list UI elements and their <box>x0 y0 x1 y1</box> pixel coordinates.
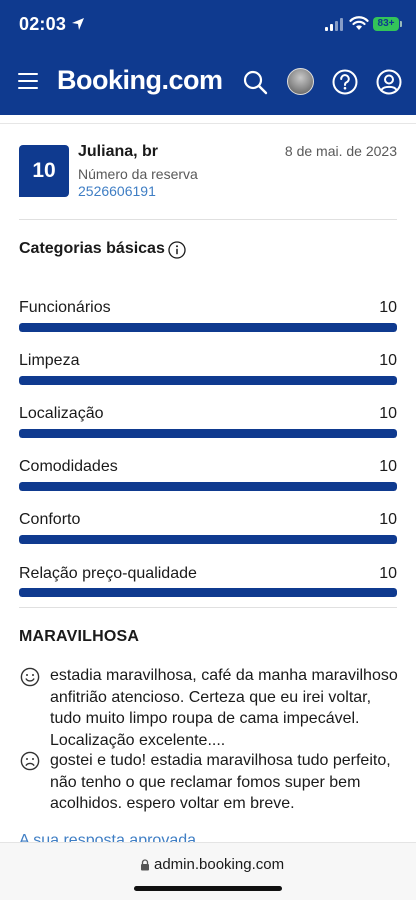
review-headline: MARAVILHOSA <box>19 628 140 645</box>
category-bar <box>19 535 397 544</box>
category-bar-fill <box>19 535 397 544</box>
review-negative-text: gostei e tudo! estadia maravilhosa tudo … <box>50 752 391 812</box>
category-bar <box>19 429 397 438</box>
review-date: 8 de mai. de 2023 <box>284 143 397 159</box>
category-score: 10 <box>379 352 397 369</box>
category-score: 10 <box>379 565 397 582</box>
wifi-icon <box>349 16 369 30</box>
reservation-label: Número da reserva <box>78 166 198 182</box>
header-divider <box>0 123 416 124</box>
battery-indicator: 83+ <box>373 17 399 31</box>
section-divider <box>19 219 397 220</box>
category-label: Comodidades <box>19 458 118 475</box>
category-bar <box>19 588 397 597</box>
reservation-number-link[interactable]: 2526606191 <box>78 183 156 199</box>
app-header: 02:03 83+ Booking.com <box>0 0 416 115</box>
category-label: Relação preço-qualidade <box>19 565 197 582</box>
info-icon[interactable] <box>168 241 186 259</box>
reviewer-name: Juliana, br <box>78 143 159 160</box>
menu-icon[interactable] <box>18 73 38 89</box>
smiley-face-icon <box>20 667 40 687</box>
category-label: Limpeza <box>19 352 80 369</box>
category-score: 10 <box>379 511 397 528</box>
category-score: 10 <box>379 299 397 316</box>
category-bar-fill <box>19 376 397 385</box>
category-score: 10 <box>379 458 397 475</box>
help-icon[interactable] <box>332 69 358 95</box>
category-bar <box>19 482 397 491</box>
category-label: Funcionários <box>19 299 111 316</box>
search-icon[interactable] <box>242 69 268 95</box>
lock-icon <box>141 859 149 871</box>
battery-tip <box>400 21 402 27</box>
category-score: 10 <box>379 405 397 422</box>
category-bar-fill <box>19 588 397 597</box>
category-bar-fill <box>19 323 397 332</box>
property-avatar[interactable] <box>287 68 314 95</box>
sad-face-icon <box>20 751 40 771</box>
location-arrow-icon <box>72 18 84 30</box>
category-bar-fill <box>19 429 397 438</box>
status-time: 02:03 <box>19 14 67 34</box>
category-label: Localização <box>19 405 104 422</box>
status-bar: 02:03 83+ <box>0 0 416 50</box>
brand-logo: Booking.com <box>57 65 223 95</box>
category-bar <box>19 376 397 385</box>
url-text: admin.booking.com <box>154 856 285 873</box>
category-bar-fill <box>19 482 397 491</box>
categories-title: Categorias básicas <box>19 240 165 257</box>
review-positive-text: estadia maravilhosa, café da manha marav… <box>50 667 398 749</box>
nav-bar: Booking.com <box>0 55 416 110</box>
review-score-badge: 10 <box>19 145 69 197</box>
home-indicator[interactable] <box>134 886 282 891</box>
account-icon[interactable] <box>376 69 402 95</box>
section-divider <box>19 607 397 608</box>
browser-url-bar[interactable]: admin.booking.com <box>0 842 416 900</box>
category-bar <box>19 323 397 332</box>
category-label: Conforto <box>19 511 81 528</box>
